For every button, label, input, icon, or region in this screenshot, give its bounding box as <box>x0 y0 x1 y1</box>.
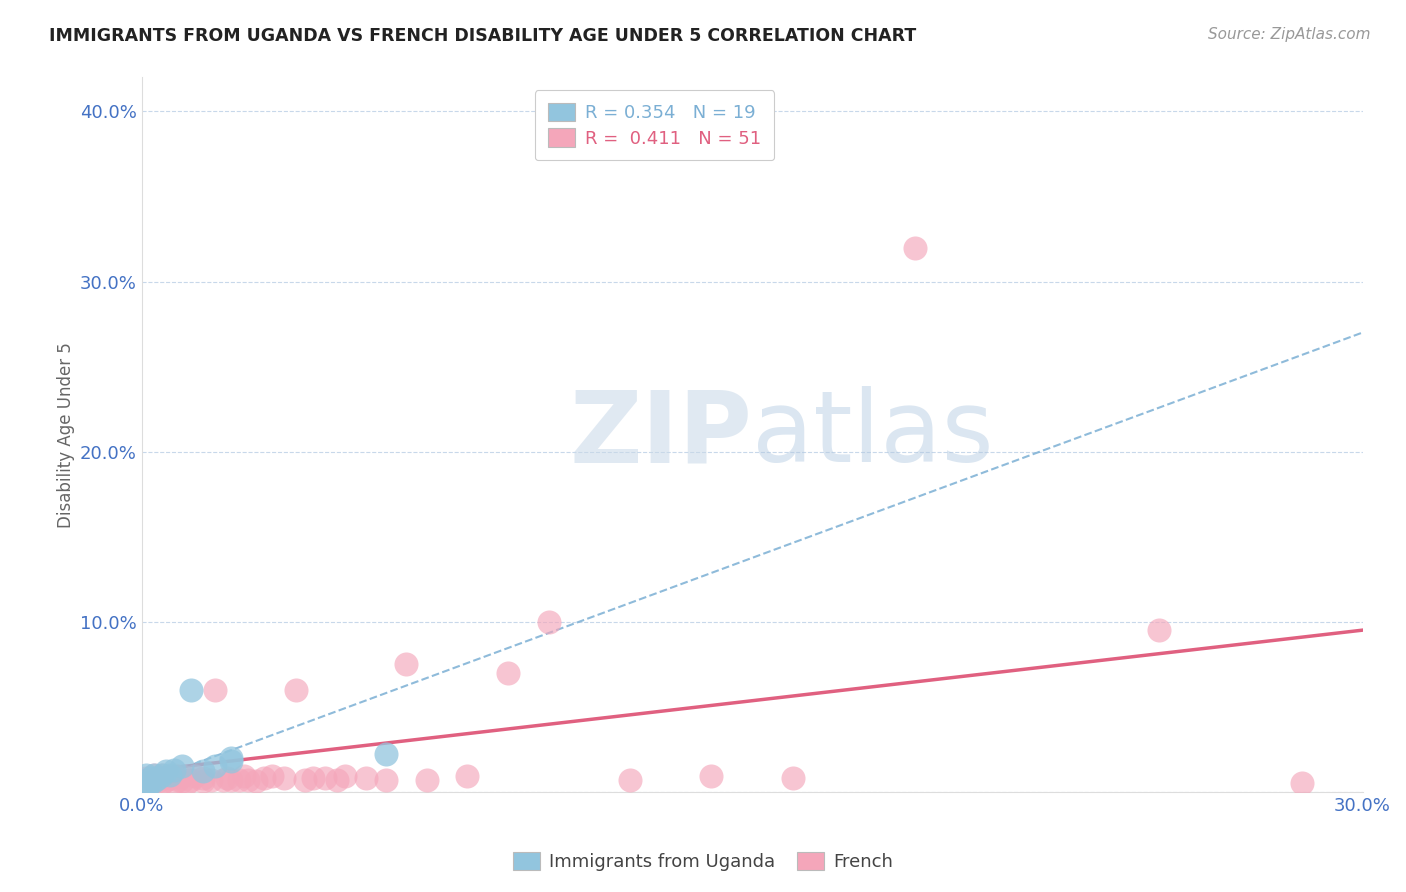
Point <box>375 747 398 762</box>
Point <box>245 774 267 789</box>
Point <box>619 772 641 787</box>
Point <box>172 759 194 773</box>
Point <box>236 772 259 787</box>
Point <box>200 772 222 787</box>
Point <box>375 772 398 787</box>
Point <box>146 774 169 789</box>
Point <box>143 772 166 787</box>
Point <box>217 771 239 785</box>
Point <box>143 767 166 781</box>
Point <box>314 771 336 785</box>
Point <box>294 772 316 787</box>
Point <box>135 776 157 790</box>
Text: IMMIGRANTS FROM UGANDA VS FRENCH DISABILITY AGE UNDER 5 CORRELATION CHART: IMMIGRANTS FROM UGANDA VS FRENCH DISABIL… <box>49 27 917 45</box>
Point <box>183 769 205 783</box>
Point <box>904 240 927 254</box>
Point <box>143 767 166 781</box>
Point <box>301 771 323 785</box>
Point <box>139 774 162 789</box>
Point <box>176 776 198 790</box>
Point <box>191 774 214 789</box>
Point <box>395 657 418 672</box>
Point <box>1291 776 1313 790</box>
Point <box>326 772 349 787</box>
Point <box>143 774 166 789</box>
Point <box>221 754 243 768</box>
Point <box>163 763 186 777</box>
Legend: R = 0.354   N = 19, R =  0.411   N = 51: R = 0.354 N = 19, R = 0.411 N = 51 <box>534 90 775 161</box>
Point <box>139 776 162 790</box>
Point <box>135 767 157 781</box>
Text: ZIP: ZIP <box>569 386 752 483</box>
Point <box>146 771 169 785</box>
Point <box>1147 623 1170 637</box>
Legend: Immigrants from Uganda, French: Immigrants from Uganda, French <box>506 845 900 879</box>
Point <box>204 759 226 773</box>
Point <box>537 615 560 629</box>
Point <box>150 776 173 790</box>
Point <box>159 771 181 785</box>
Point <box>139 771 162 785</box>
Point <box>180 682 202 697</box>
Text: Source: ZipAtlas.com: Source: ZipAtlas.com <box>1208 27 1371 42</box>
Point <box>150 767 173 781</box>
Point <box>204 682 226 697</box>
Point <box>163 776 186 790</box>
Point <box>253 771 276 785</box>
Point <box>212 772 235 787</box>
Point <box>180 772 202 787</box>
Point <box>163 767 186 781</box>
Point <box>150 767 173 781</box>
Point <box>221 772 243 787</box>
Point <box>456 769 478 783</box>
Point <box>354 771 377 785</box>
Point <box>155 772 177 787</box>
Point <box>415 772 437 787</box>
Point <box>191 764 214 779</box>
Point <box>159 767 181 781</box>
Point <box>135 771 157 785</box>
Point <box>221 750 243 764</box>
Point <box>232 769 254 783</box>
Point <box>260 769 283 783</box>
Point <box>700 769 723 783</box>
Text: atlas: atlas <box>752 386 994 483</box>
Point <box>782 771 804 785</box>
Point <box>335 769 357 783</box>
Point <box>155 764 177 779</box>
Point <box>172 769 194 783</box>
Point <box>167 772 190 787</box>
Point <box>273 771 295 785</box>
Point <box>135 783 157 797</box>
Point <box>228 772 250 787</box>
Point <box>496 665 519 680</box>
Y-axis label: Disability Age Under 5: Disability Age Under 5 <box>58 342 75 527</box>
Point <box>285 682 308 697</box>
Point <box>135 776 157 790</box>
Point <box>172 774 194 789</box>
Point <box>191 771 214 785</box>
